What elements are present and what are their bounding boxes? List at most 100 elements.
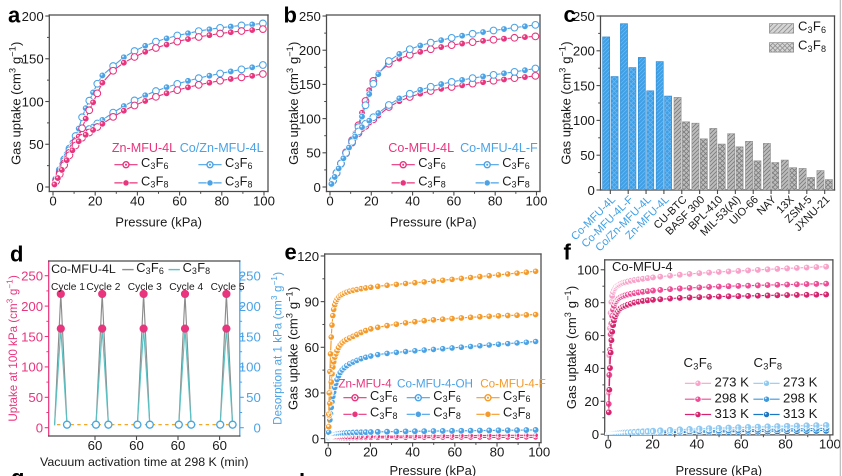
svg-text:120: 120: [297, 249, 319, 264]
svg-text:C F 3 8: C F 3 8: [754, 354, 783, 373]
svg-text:60: 60: [447, 444, 462, 459]
svg-text:G a s: G a s u p t a k e ( c m g ) 3 − 1: [280, 37, 302, 165]
svg-text:40: 40: [405, 444, 420, 459]
svg-text:150: 150: [22, 52, 44, 67]
svg-text:250: 250: [573, 9, 595, 24]
svg-text:200: 200: [299, 43, 321, 58]
svg-text:298 K: 298 K: [715, 391, 750, 406]
svg-text:C F 3 8: C F 3 8: [370, 404, 398, 423]
svg-text:0: 0: [605, 437, 612, 452]
svg-text:50: 50: [29, 137, 44, 152]
svg-text:e: e: [285, 240, 297, 265]
svg-text:C F 3 6: C F 3 6: [502, 154, 530, 173]
svg-text:80: 80: [778, 437, 793, 452]
svg-text:60: 60: [212, 438, 227, 453]
svg-text:d: d: [10, 242, 23, 267]
svg-text:Zn-MFU-4L: Zn-MFU-4L: [112, 141, 176, 155]
svg-text:200: 200: [22, 9, 44, 24]
svg-text:Cycle 1: Cycle 1: [51, 282, 85, 293]
svg-text:Cycle 2: Cycle 2: [86, 282, 120, 293]
svg-text:C F 3 8: C F 3 8: [141, 172, 169, 191]
svg-text:C F 3 6: C F 3 6: [798, 18, 826, 37]
svg-text:100: 100: [22, 94, 44, 109]
svg-text:0: 0: [49, 193, 56, 208]
svg-text:Zn-MFU-4: Zn-MFU-4: [338, 377, 392, 390]
svg-text:C F 3 6: C F 3 6: [418, 154, 446, 173]
svg-text:60: 60: [447, 193, 462, 208]
svg-text:h: h: [299, 469, 312, 476]
svg-text:60: 60: [734, 437, 749, 452]
svg-text:273 K: 273 K: [783, 375, 818, 390]
svg-text:C F 3 8: C F 3 8: [503, 404, 531, 423]
svg-text:C F 3 8: C F 3 8: [183, 259, 211, 278]
svg-text:273 K: 273 K: [715, 375, 750, 390]
svg-text:250: 250: [299, 9, 321, 24]
svg-text:c: c: [564, 2, 576, 27]
svg-text:Cycle 4: Cycle 4: [169, 282, 203, 293]
svg-text:100: 100: [299, 111, 321, 126]
svg-text:150: 150: [239, 329, 261, 344]
svg-text:C F 3 6: C F 3 6: [433, 387, 461, 406]
svg-text:60: 60: [171, 438, 186, 453]
svg-text:Pressure (kPa): Pressure (kPa): [115, 214, 202, 229]
svg-text:C F 3 8: C F 3 8: [502, 172, 530, 191]
svg-text:80: 80: [214, 193, 229, 208]
svg-text:Co-MFU-4-OH: Co-MFU-4-OH: [397, 377, 473, 390]
svg-text:200: 200: [21, 299, 43, 314]
svg-text:150: 150: [299, 77, 321, 92]
svg-text:C F 3 8: C F 3 8: [798, 37, 826, 56]
svg-text:Pressure (kPa): Pressure (kPa): [389, 463, 476, 476]
svg-text:C F 3 8: C F 3 8: [225, 172, 253, 191]
svg-text:Cycle 3: Cycle 3: [128, 282, 162, 293]
svg-text:0: 0: [314, 180, 321, 195]
svg-text:Cycle 5: Cycle 5: [211, 282, 245, 293]
svg-text:100: 100: [819, 437, 841, 452]
svg-text:100: 100: [21, 360, 43, 375]
svg-text:50: 50: [306, 146, 321, 161]
svg-text:20: 20: [584, 394, 599, 409]
svg-text:C F 3 6: C F 3 6: [684, 354, 713, 373]
svg-text:200: 200: [239, 299, 261, 314]
svg-text:Co-MFU-4: Co-MFU-4: [612, 259, 673, 274]
svg-text:0: 0: [312, 431, 319, 446]
svg-text:60: 60: [88, 438, 103, 453]
svg-text:60: 60: [129, 438, 144, 453]
svg-text:G a s: G a s u p t a k e ( c m g ) 3 − 1: [3, 37, 25, 165]
svg-text:U p t a: U p t a k e a t 1 0 0 k P a ( c m g: [0, 271, 21, 422]
svg-text:100: 100: [253, 193, 275, 208]
svg-text:C F 3 8: C F 3 8: [418, 172, 446, 191]
svg-text:C F 3 6: C F 3 6: [136, 259, 164, 278]
svg-text:C F 3 6: C F 3 6: [225, 154, 253, 173]
svg-text:Co-MFU-4-F: Co-MFU-4-F: [480, 377, 546, 390]
svg-text:G a s: G a s u p t a k e ( c m g ) 3 − 1: [558, 281, 580, 409]
svg-text:0: 0: [36, 420, 43, 435]
svg-text:a: a: [8, 2, 21, 27]
svg-text:60: 60: [304, 340, 319, 355]
svg-text:60: 60: [584, 328, 599, 343]
svg-text:150: 150: [573, 78, 595, 93]
svg-text:0: 0: [588, 183, 595, 198]
svg-text:C F 3 6: C F 3 6: [503, 387, 531, 406]
svg-text:80: 80: [584, 295, 599, 310]
svg-text:80: 80: [490, 444, 505, 459]
svg-text:20: 20: [645, 437, 660, 452]
svg-text:b: b: [284, 2, 297, 27]
svg-text:100: 100: [577, 263, 599, 278]
svg-text:0: 0: [326, 193, 333, 208]
svg-text:313 K: 313 K: [783, 406, 818, 421]
svg-text:0: 0: [253, 420, 260, 435]
svg-text:40: 40: [584, 361, 599, 376]
svg-text:C F 3 6: C F 3 6: [370, 387, 398, 406]
svg-text:20: 20: [88, 193, 103, 208]
svg-text:D e s o: D e s o r p t i o n a t 1 k P a ( c m: [264, 267, 285, 424]
svg-text:0: 0: [325, 444, 332, 459]
svg-text:298 K: 298 K: [783, 391, 818, 406]
svg-text:G a s: G a s u p t a k e ( c m g ) 3 − 1: [280, 282, 302, 410]
svg-text:40: 40: [130, 193, 145, 208]
svg-text:150: 150: [21, 329, 43, 344]
svg-text:C F 3 6: C F 3 6: [141, 154, 169, 173]
svg-text:313 K: 313 K: [715, 406, 750, 421]
svg-text:20: 20: [363, 444, 378, 459]
svg-text:200: 200: [573, 44, 595, 59]
svg-text:250: 250: [239, 268, 261, 283]
